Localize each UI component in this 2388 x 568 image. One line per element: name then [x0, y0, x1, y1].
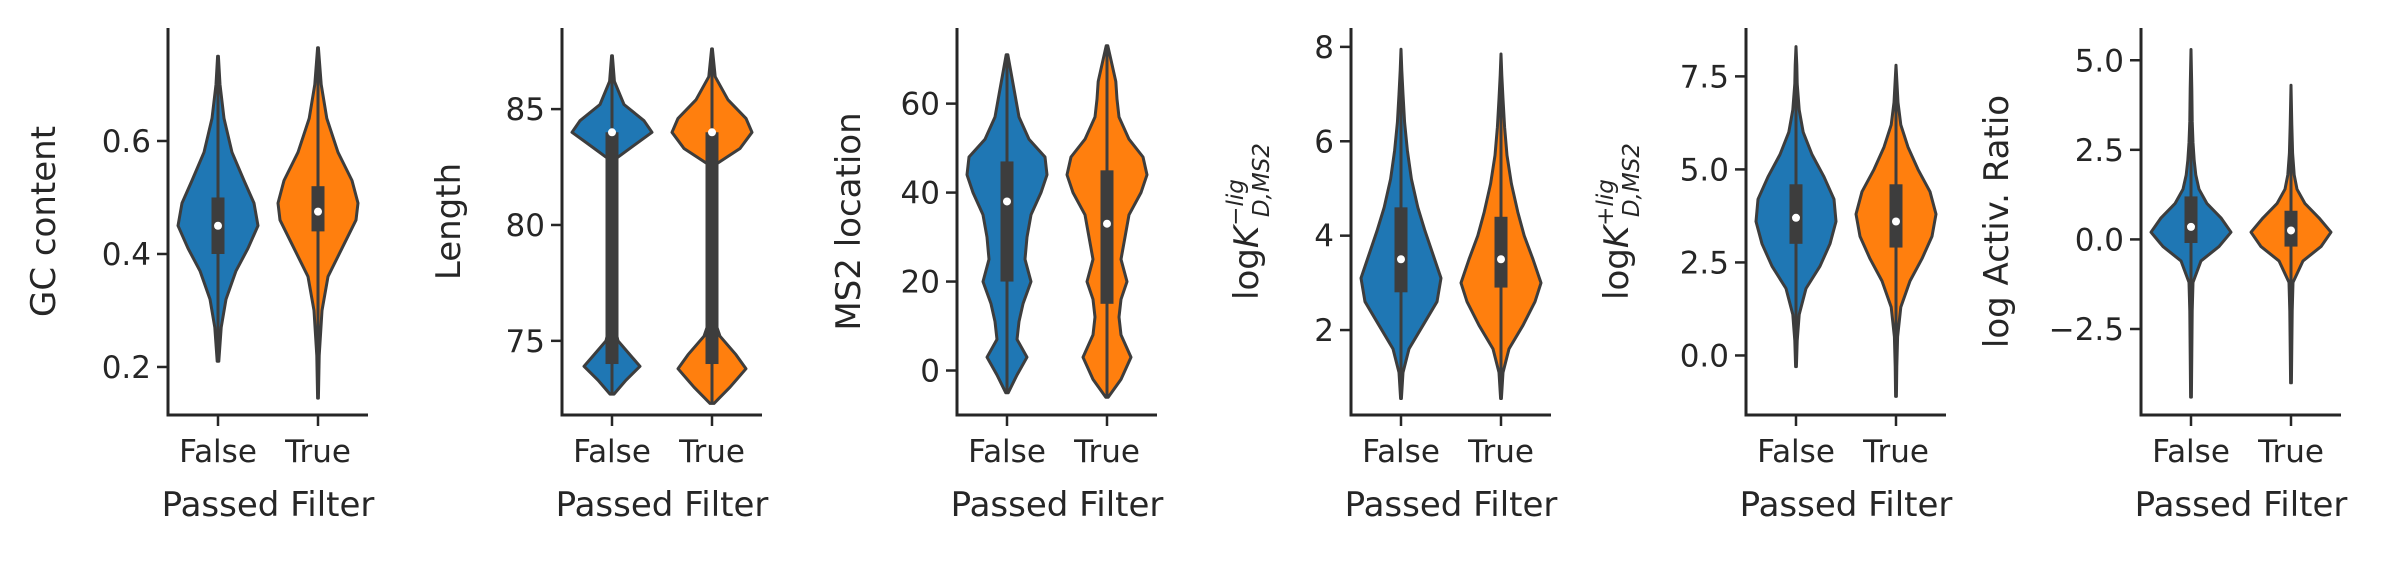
y-tick-label: 4	[1314, 219, 1334, 255]
x-axis-label: Passed Filter	[1345, 485, 1558, 525]
y-axis-label: logK−ligD,MS2	[1223, 143, 1275, 300]
subplot-6: −2.5 0.0 2.5 5.0 False True Passed Filter log A…	[1977, 28, 2347, 525]
x-axis-label: Passed Filter	[162, 485, 375, 525]
y-tick-label: 2	[1314, 313, 1334, 349]
x-tick-label: False	[1757, 434, 1835, 470]
y-axis-label: MS2 location	[829, 112, 869, 330]
iqr-box-false	[605, 132, 619, 365]
y-tick-label: 40	[901, 176, 940, 212]
y-tick-label: 7.5	[1680, 59, 1729, 95]
y-axis-label: logK+ligD,MS2	[1593, 143, 1645, 300]
iqr-box-true	[1889, 184, 1903, 248]
median-dot-false	[1397, 255, 1405, 264]
x-tick-label: False	[1362, 434, 1440, 470]
iqr-box-false	[1394, 207, 1408, 293]
y-tick-label: −2.5	[2049, 312, 2124, 348]
y-tick-label: 0	[920, 354, 940, 390]
x-tick-label: False	[179, 434, 257, 470]
median-dot-true	[314, 207, 322, 216]
x-tick-label: True	[284, 434, 351, 470]
x-axis-label: Passed Filter	[2135, 485, 2348, 525]
y-tick-label: 0.0	[1680, 338, 1729, 374]
median-dot-true	[1497, 255, 1505, 264]
y-tick-label: 75	[506, 324, 545, 360]
x-axis-label: Passed Filter	[951, 485, 1164, 525]
x-axis-label: Passed Filter	[1740, 485, 1953, 525]
median-dot-false	[214, 221, 222, 230]
y-tick-label: 0.0	[2075, 222, 2124, 258]
median-dot-true	[1103, 219, 1111, 228]
median-dot-true	[708, 128, 716, 137]
subplot-3: 0 20 40 60 False True Passed Filter MS2 locatio…	[829, 28, 1163, 525]
y-tick-label: 80	[506, 208, 545, 244]
y-axis-label: GC content	[24, 126, 64, 317]
y-tick-label: 5.0	[2075, 43, 2124, 79]
x-tick-label: True	[678, 434, 745, 470]
x-tick-label: True	[1073, 434, 1140, 470]
iqr-box-false	[1000, 161, 1014, 282]
y-tick-label: 20	[901, 265, 940, 301]
x-tick-label: True	[1862, 434, 1929, 470]
x-tick-label: True	[1467, 434, 1534, 470]
median-dot-true	[2287, 226, 2295, 235]
iqr-box-true	[1100, 170, 1114, 304]
y-tick-label: 85	[506, 92, 545, 128]
y-tick-label: 2.5	[2075, 133, 2124, 169]
y-axis-label: log Activ. Ratio	[1977, 95, 2017, 348]
subplot-5: 0.0 2.5 5.0 7.5 False True Passed Filter logK+l…	[1593, 28, 1952, 525]
y-tick-label: 60	[901, 87, 940, 123]
median-dot-false	[1003, 197, 1011, 206]
y-axis-label: Length	[429, 163, 469, 280]
median-dot-true	[1892, 217, 1900, 226]
median-dot-false	[1792, 213, 1800, 222]
subplot-4: 2 4 6 8 False True Passed Filter logK−ligD,MS2	[1223, 28, 1557, 525]
iqr-box-true	[1494, 216, 1508, 288]
x-axis-label: Passed Filter	[556, 485, 769, 525]
y-tick-label: 6	[1314, 124, 1334, 160]
y-tick-label: 2.5	[1680, 245, 1729, 281]
median-dot-false	[2187, 222, 2195, 231]
y-tick-label: 5.0	[1680, 152, 1729, 188]
y-tick-label: 0.6	[102, 124, 151, 160]
subplot-1: 0.2 0.4 0.6 False True Passed Filter GC conten…	[24, 28, 374, 525]
median-dot-false	[608, 128, 616, 137]
subplot-2: 75 80 85 False True Passed Filter Length	[429, 28, 768, 525]
iqr-box-true	[705, 132, 719, 365]
y-tick-label: 8	[1314, 30, 1334, 66]
x-tick-label: False	[573, 434, 651, 470]
y-tick-label: 0.4	[102, 237, 151, 273]
x-tick-label: True	[2257, 434, 2324, 470]
y-tick-label: 0.2	[102, 350, 151, 386]
x-tick-label: False	[2152, 434, 2230, 470]
iqr-box-false	[2184, 196, 2198, 243]
x-tick-label: False	[968, 434, 1046, 470]
